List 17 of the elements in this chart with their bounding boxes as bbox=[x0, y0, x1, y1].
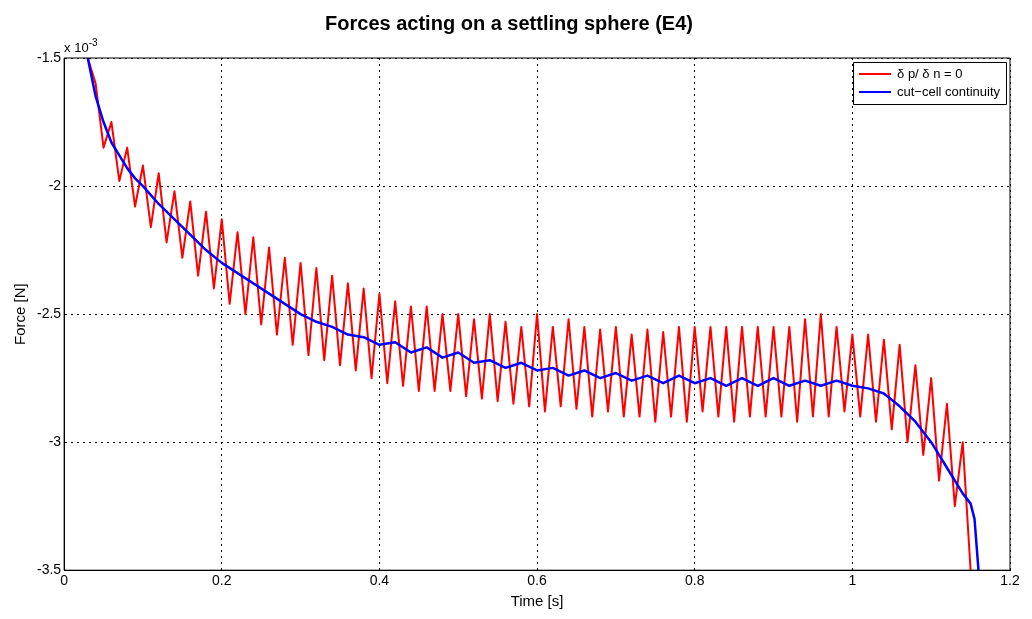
chart-title: Forces acting on a settling sphere (E4) bbox=[325, 11, 693, 34]
y-tick-label: -2 bbox=[48, 176, 62, 193]
x-tick-label: 0 bbox=[60, 572, 69, 589]
y-tick-label: -3.5 bbox=[37, 561, 62, 578]
x-tick-label: 0.4 bbox=[369, 572, 390, 589]
y-tick-label: -1.5 bbox=[37, 48, 62, 65]
y-tick-label: -2.5 bbox=[37, 304, 62, 321]
legend-label: cut−cell continuity bbox=[897, 83, 1001, 99]
x-tick-label: 0.6 bbox=[527, 572, 547, 589]
x-tick-label: 0.8 bbox=[684, 572, 705, 589]
x-axis-title: Time [s] bbox=[510, 592, 564, 610]
legend-label: δ p/ δ n = 0 bbox=[897, 65, 963, 81]
x-tick-label: 1 bbox=[848, 572, 857, 589]
x-tick-label: 0.2 bbox=[212, 572, 232, 589]
y-axis-title: Force [N] bbox=[11, 283, 29, 345]
y-tick-label: -3 bbox=[48, 433, 62, 450]
x-tick-label: 1.2 bbox=[1000, 572, 1020, 589]
